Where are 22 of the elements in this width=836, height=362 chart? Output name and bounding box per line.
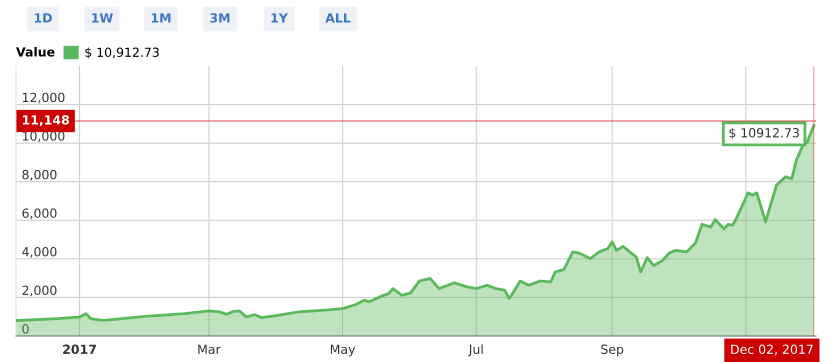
y-tick-label: 8,000 [22,170,57,181]
y-tick-label: 4,000 [22,246,57,258]
x-tick-label: Mar [198,344,221,354]
y-tick-label: 12,000 [22,92,64,104]
text: 1D [34,13,52,22]
text: 1Y [272,13,288,22]
ref-line-label: 11,148 [22,115,70,126]
annotation: $ 10912.73 [729,128,799,140]
text: 1M [152,13,170,22]
x-tick-label: May [330,344,356,356]
ref-line-label: Dec 02, 2017 [731,344,813,356]
y-tick-label: 2,000 [22,286,57,296]
x-tick-label: Sep [601,344,624,356]
x-tick-label: Jul [468,344,483,356]
y-tick-label: 0 [22,324,29,334]
text: 1W [92,13,113,22]
legend-title: Value [16,46,54,57]
x-tick-label: 2017 [63,344,96,354]
text: ALL [325,13,350,22]
text: 3M [210,13,230,23]
y-tick-label: 6,000 [22,208,57,220]
legend-label: $ 10,912.73 [85,47,159,59]
